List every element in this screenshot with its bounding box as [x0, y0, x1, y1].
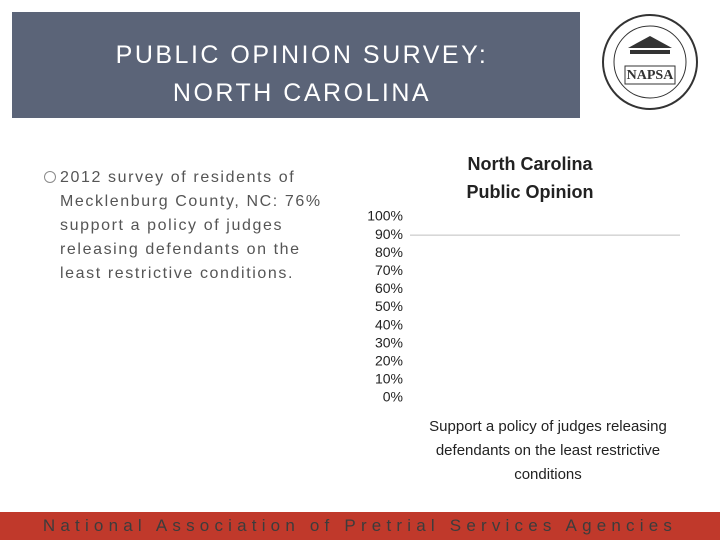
- footer: National Association of Pretrial Service…: [0, 512, 720, 540]
- logo-beam: [630, 50, 670, 54]
- y-tick-label: 70%: [375, 262, 403, 278]
- y-tick-label: 80%: [375, 244, 403, 260]
- y-tick-label: 10%: [375, 371, 403, 387]
- y-tick-label: 100%: [367, 208, 403, 224]
- y-tick-label: 90%: [375, 226, 403, 242]
- y-tick-label: 20%: [375, 353, 403, 369]
- y-tick-label: 30%: [375, 334, 403, 350]
- logo-ring: [602, 14, 698, 110]
- x-tick-label: Support a policy of judges releasing def…: [429, 418, 667, 483]
- footer-text: National Association of Pretrial Service…: [42, 516, 678, 535]
- logo-ring: [613, 25, 687, 99]
- y-tick-label: 50%: [375, 298, 403, 314]
- logo-roof: [628, 36, 672, 48]
- y-tick-label: 40%: [375, 316, 403, 332]
- y-tick-label: 60%: [375, 280, 403, 296]
- y-tick-label: 0%: [383, 389, 403, 405]
- slide-title: PUBLIC OPINION SURVEY: NORTH CAROLINA: [115, 41, 489, 107]
- chart-title: North Carolina Public Opinion: [466, 154, 594, 202]
- logo-plate: [624, 65, 676, 85]
- header: PUBLIC OPINION SURVEY: NORTH CAROLINA: [12, 12, 580, 118]
- bar: [410, 235, 680, 398]
- bullet-text: 2012 survey of residents of Mecklenburg …: [60, 169, 322, 282]
- chart: 0% 10% 20% 30% 40% 50% 60% 70% 80% 90% 100%: [367, 208, 680, 405]
- bullet-marker: [44, 171, 56, 183]
- logo-text: NAPSA: [627, 68, 675, 83]
- logo: NAPSA: [602, 14, 698, 110]
- bullet: 2012 survey of residents of Mecklenburg …: [44, 166, 330, 286]
